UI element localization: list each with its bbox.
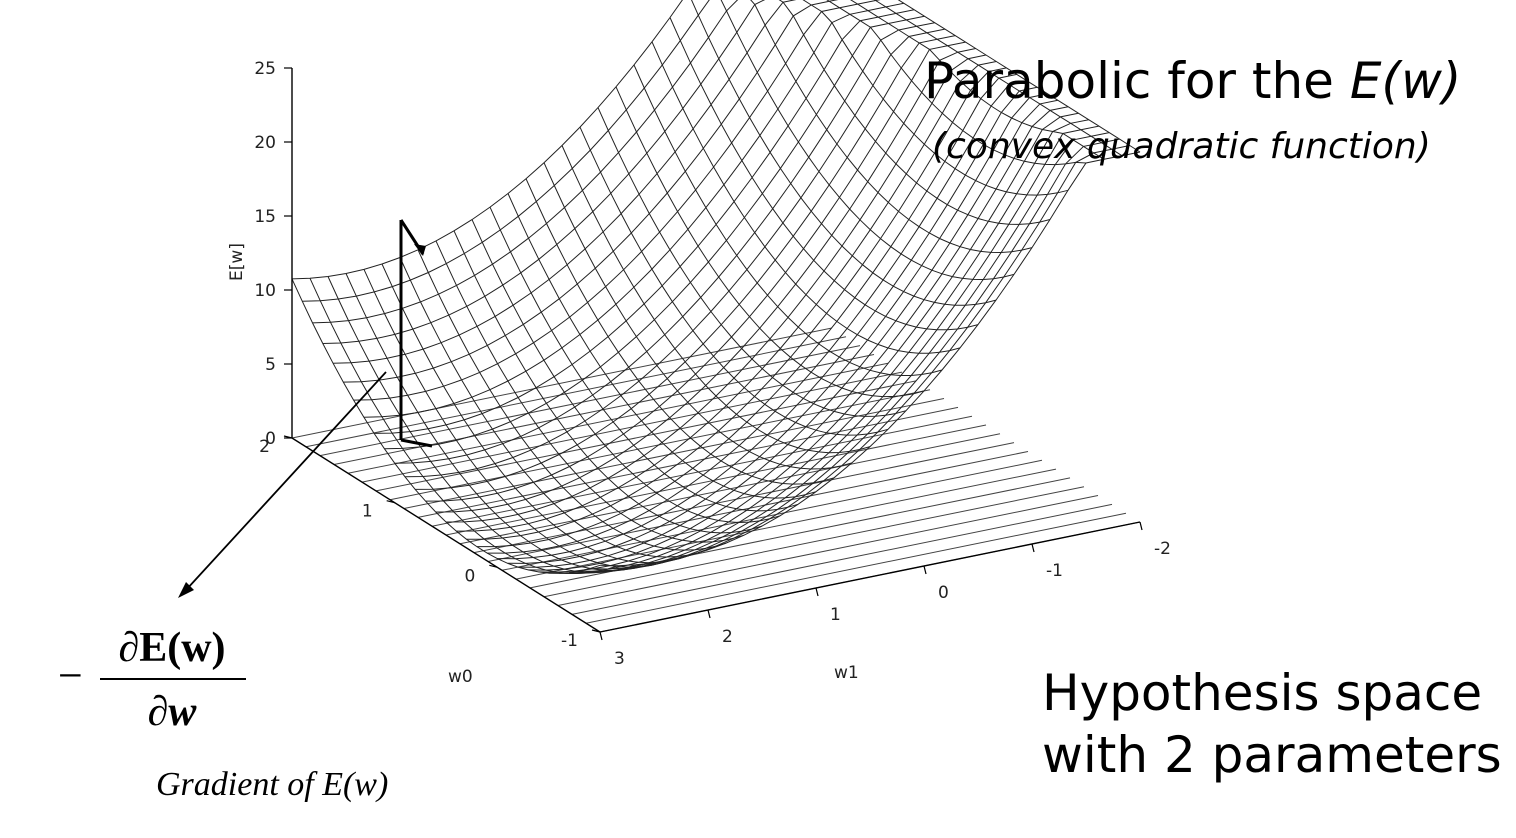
w0-tick-label: -1 <box>561 631 578 651</box>
w1-tick-mark <box>923 565 927 575</box>
w1-tick-label: 3 <box>614 649 625 669</box>
mesh-line-u <box>579 138 1120 572</box>
mesh-line-v <box>561 145 871 454</box>
w0-tick-mark <box>591 629 601 633</box>
formula-minus: − <box>58 651 83 700</box>
floor-line <box>473 442 1015 554</box>
w1-tick-mark <box>599 631 603 641</box>
w1-tick-mark <box>1139 521 1143 531</box>
formula-denominator: ∂w <box>147 689 197 735</box>
w1-axis-label: w1 <box>834 663 859 683</box>
w1-tick-mark <box>707 609 711 619</box>
w1-tick-label: 2 <box>722 627 733 647</box>
z-tick-label: 20 <box>254 133 276 153</box>
title-emph: E(w) <box>1349 52 1462 110</box>
w0-tick-label: 2 <box>259 437 270 457</box>
mesh-line-u <box>599 151 1141 567</box>
w1-tick-group: 3 2 1 0 -1 -2 <box>599 521 1171 669</box>
mesh-line-u <box>589 145 1130 570</box>
mesh-line-u <box>353 0 881 401</box>
mesh-line-u <box>415 35 956 490</box>
hypothesis-line2: with 2 parameters <box>1042 726 1502 784</box>
w1-tick-label: 1 <box>830 605 841 625</box>
mesh-line-v <box>345 273 655 572</box>
chart-title: Parabolic for the E(w) <box>924 52 1461 110</box>
hypothesis-line1: Hypothesis space <box>1042 664 1483 722</box>
mesh-line-v <box>291 278 601 574</box>
z-tick-label: 5 <box>265 355 276 375</box>
w0-tick-label: 1 <box>362 502 373 522</box>
mesh-line-u <box>312 0 739 324</box>
z-axis-label: E[w] <box>227 243 247 281</box>
floor-line <box>515 468 1057 580</box>
mesh-line-u <box>548 119 1089 574</box>
surface-mesh <box>291 0 1141 575</box>
mesh-line-v <box>873 0 1123 157</box>
w1-tick-mark <box>1031 543 1035 553</box>
floor-line <box>445 424 987 536</box>
mesh-line-u <box>302 0 710 302</box>
floor-line <box>487 451 1029 562</box>
title-prefix: Parabolic for the <box>924 52 1350 110</box>
mesh-line-u <box>558 125 1100 575</box>
mesh-line-u <box>374 9 915 434</box>
w0-tick-mark <box>386 500 395 504</box>
w1-tick-label: -1 <box>1046 561 1063 581</box>
mesh-line-u <box>538 112 1079 573</box>
z-tick-label: 10 <box>254 281 276 301</box>
floor-line <box>543 486 1085 598</box>
mesh-line-v <box>579 126 889 436</box>
gradient-caption: Gradient of E(w) <box>156 766 389 803</box>
pointer-arrowhead <box>178 582 194 598</box>
floor-line <box>571 503 1113 615</box>
floor-line <box>319 345 861 457</box>
mesh-line-u <box>322 0 766 344</box>
z-tick-label: 15 <box>254 207 276 227</box>
w0-tick-mark <box>489 564 498 568</box>
z-tick-group: 0 5 10 15 20 25 <box>254 59 292 449</box>
mesh-line-v <box>778 0 1051 225</box>
w0-tick-mark <box>283 435 293 439</box>
mesh-line-v <box>543 162 853 470</box>
w1-axis-line <box>599 521 1141 633</box>
mesh-line-u <box>466 67 1007 540</box>
mesh-line-v <box>802 0 1069 196</box>
w0-axis-line <box>291 437 601 633</box>
gradient-foot <box>400 438 433 448</box>
w0-tick-label: 0 <box>465 566 476 586</box>
floor-grid <box>291 327 1141 633</box>
floor-line <box>557 495 1099 606</box>
gradient-head-arrow <box>414 244 426 256</box>
mesh-line-v <box>826 0 1087 166</box>
floor-line <box>501 459 1043 571</box>
gradient-pointer <box>178 371 387 598</box>
z-tick-label: 0 <box>265 429 276 449</box>
z-tick-label: 25 <box>254 59 276 79</box>
w1-tick-label: 0 <box>938 583 949 603</box>
formula-fraction-bar <box>100 678 246 680</box>
mesh-line-v <box>850 0 1105 160</box>
floor-line <box>361 371 903 483</box>
w1-tick-label: -2 <box>1154 539 1171 559</box>
w0-tick-group: 2 1 0 -1 <box>259 435 601 651</box>
formula-numerator: ∂E(w) <box>118 625 226 671</box>
mesh-line-v <box>897 0 1141 153</box>
floor-line <box>291 327 833 439</box>
floor-line <box>585 512 1127 624</box>
floor-line <box>389 389 931 501</box>
pointer-line <box>185 371 387 591</box>
w1-tick-mark <box>815 587 819 597</box>
chart-subtitle: (convex quadratic function) <box>932 126 1431 167</box>
floor-line <box>417 406 959 518</box>
mesh-line-u <box>404 28 946 478</box>
w0-axis-label: w0 <box>448 667 473 687</box>
hypothesis-text: Hypothesis space with 2 parameters <box>1042 662 1502 786</box>
floor-line <box>305 336 847 448</box>
mesh-line-v <box>453 230 763 534</box>
gradient-vector <box>399 219 433 448</box>
